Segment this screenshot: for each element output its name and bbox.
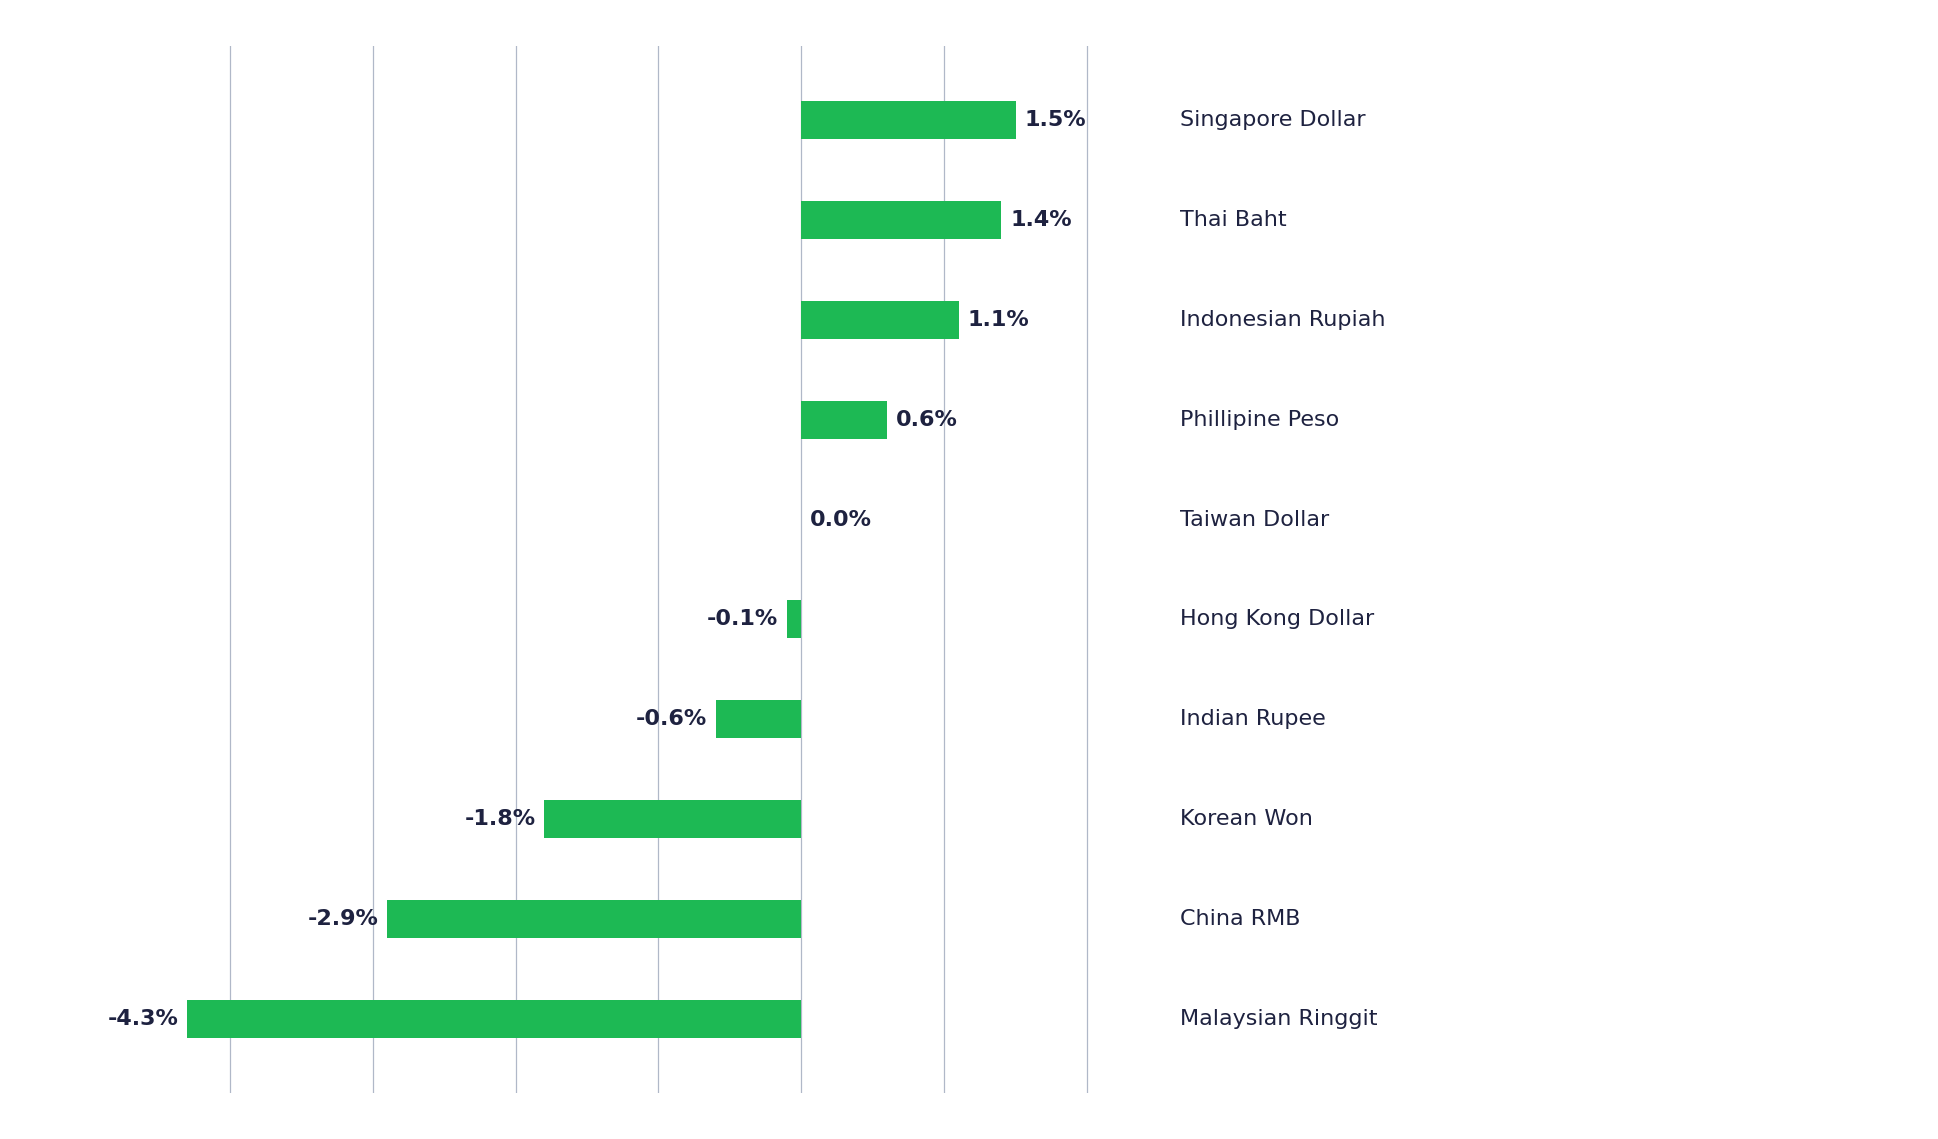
Text: Phillipine Peso: Phillipine Peso [1180, 410, 1339, 429]
Bar [800, 202, 1002, 239]
Text: 1.4%: 1.4% [1010, 211, 1072, 230]
Text: 1.5%: 1.5% [1025, 110, 1085, 130]
Bar [800, 301, 959, 339]
Text: Hong Kong Dollar: Hong Kong Dollar [1180, 609, 1374, 630]
Text: -0.1%: -0.1% [707, 609, 779, 630]
Bar [388, 900, 800, 937]
Text: Korean Won: Korean Won [1180, 809, 1314, 829]
Bar [800, 401, 888, 439]
Text: 0.0%: 0.0% [810, 509, 872, 530]
Text: Singapore Dollar: Singapore Dollar [1180, 110, 1366, 130]
Text: 1.1%: 1.1% [967, 310, 1029, 330]
Text: Malaysian Ringgit: Malaysian Ringgit [1180, 1009, 1378, 1029]
Text: China RMB: China RMB [1180, 909, 1300, 928]
Bar [186, 1000, 800, 1038]
Text: -4.3%: -4.3% [107, 1009, 178, 1029]
Text: Indonesian Rupiah: Indonesian Rupiah [1180, 310, 1386, 330]
Bar [787, 600, 800, 638]
Text: -1.8%: -1.8% [465, 809, 535, 829]
Text: Indian Rupee: Indian Rupee [1180, 710, 1326, 729]
Text: Taiwan Dollar: Taiwan Dollar [1180, 509, 1329, 530]
Text: -2.9%: -2.9% [308, 909, 378, 928]
Bar [715, 700, 800, 738]
Text: -0.6%: -0.6% [636, 710, 707, 729]
Bar [545, 800, 800, 838]
Text: 0.6%: 0.6% [895, 410, 957, 429]
Bar [800, 101, 1016, 139]
Text: Thai Baht: Thai Baht [1180, 211, 1287, 230]
